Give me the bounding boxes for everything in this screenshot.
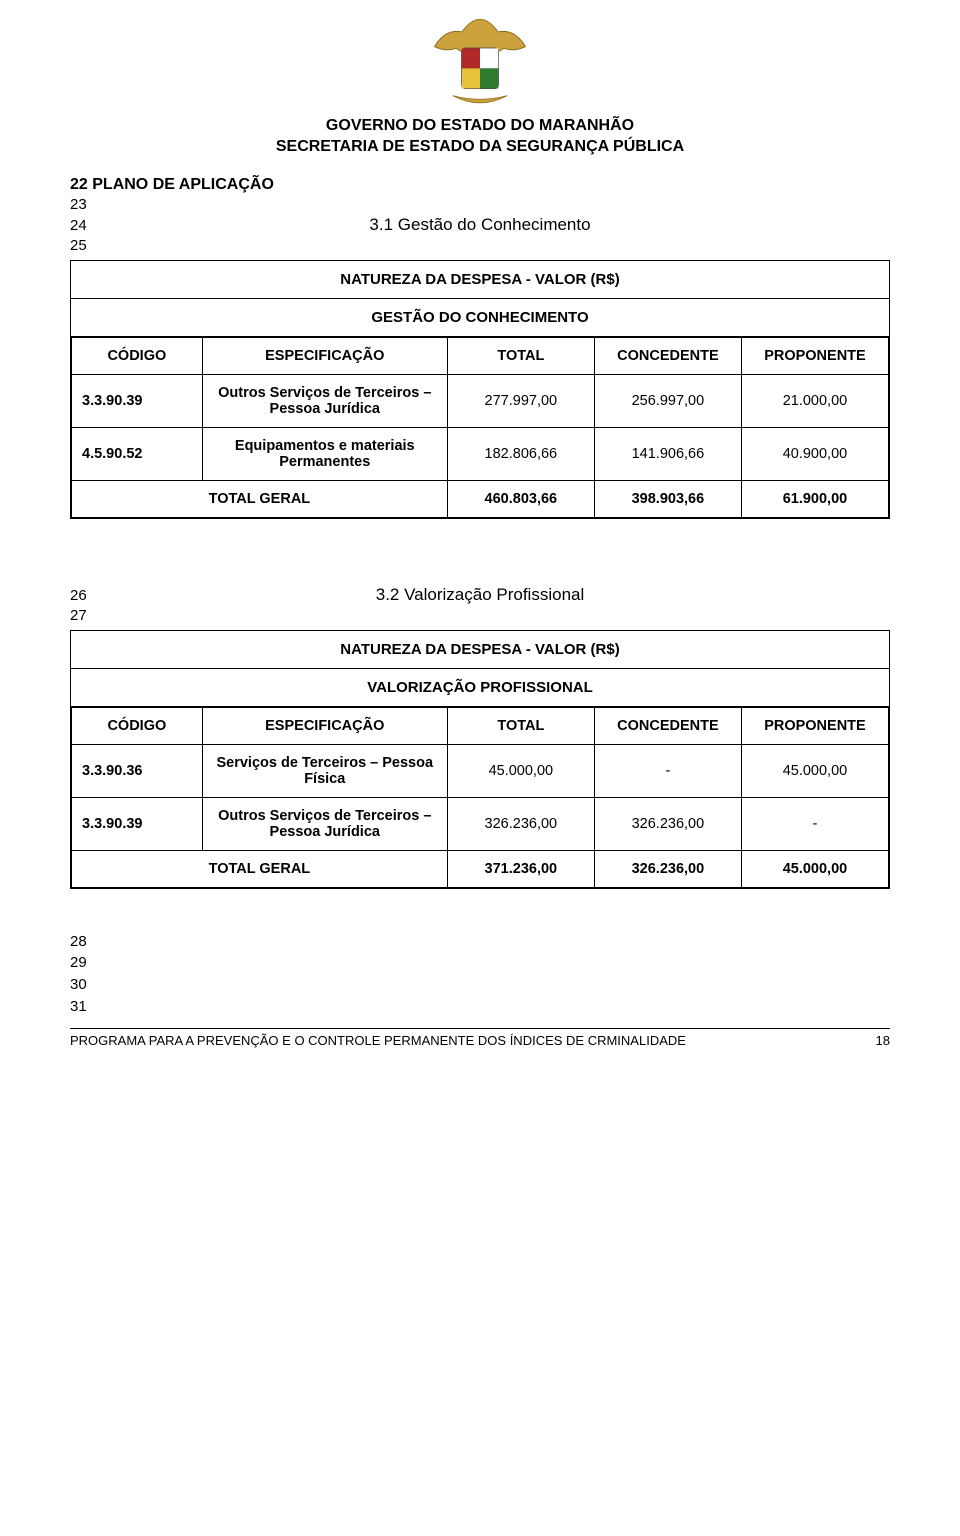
cell-codigo: 3.3.90.36	[72, 744, 203, 797]
table2-subtitle: VALORIZAÇÃO PROFISSIONAL	[71, 669, 889, 707]
table1-title: NATUREZA DA DESPESA - VALOR (R$)	[71, 261, 889, 299]
ln-25: 25	[70, 237, 104, 254]
cell-total: 182.806,66	[447, 427, 594, 480]
cell-conc: 326.236,00	[594, 797, 741, 850]
total-total: 460.803,66	[447, 480, 594, 517]
ln-30: 30	[70, 974, 890, 996]
spacer	[70, 545, 890, 583]
page-number: 18	[876, 1033, 890, 1048]
col-proponente: PROPONENTE	[741, 707, 888, 744]
col-codigo: CÓDIGO	[72, 707, 203, 744]
col-concedente: CONCEDENTE	[594, 337, 741, 374]
total-conc: 398.903,66	[594, 480, 741, 517]
ln-26: 26	[70, 587, 104, 604]
cell-conc: 141.906,66	[594, 427, 741, 480]
cell-prop: -	[741, 797, 888, 850]
cell-espec: Outros Serviços de Terceiros – Pessoa Ju…	[202, 374, 447, 427]
cell-total: 277.997,00	[447, 374, 594, 427]
col-especificacao: ESPECIFICAÇÃO	[202, 337, 447, 374]
cell-codigo: 3.3.90.39	[72, 797, 203, 850]
footer-rule	[70, 1028, 890, 1029]
table2-total-row: TOTAL GERAL 371.236,00 326.236,00 45.000…	[72, 850, 889, 887]
table1-header-row: CÓDIGO ESPECIFICAÇÃO TOTAL CONCEDENTE PR…	[72, 337, 889, 374]
table2-header-row: CÓDIGO ESPECIFICAÇÃO TOTAL CONCEDENTE PR…	[72, 707, 889, 744]
plan-num: 22	[70, 176, 88, 193]
table-row: 3.3.90.36 Serviços de Terceiros – Pessoa…	[72, 744, 889, 797]
header-line-2: SECRETARIA DE ESTADO DA SEGURANÇA PÚBLIC…	[70, 137, 890, 158]
plan-heading: 22 PLANO DE APLICAÇÃO	[70, 176, 890, 194]
line-27: 27	[70, 607, 890, 624]
cell-codigo: 4.5.90.52	[72, 427, 203, 480]
header-line-1: GOVERNO DO ESTADO DO MARANHÃO	[70, 116, 890, 137]
cell-total: 326.236,00	[447, 797, 594, 850]
cell-prop: 45.000,00	[741, 744, 888, 797]
line-23: 23	[70, 196, 890, 213]
heading-26-text: 3.2 Valorização Profissional	[104, 585, 890, 605]
page-footer: PROGRAMA PARA A PREVENÇÃO E O CONTROLE P…	[70, 1033, 890, 1048]
line-25: 25	[70, 237, 890, 254]
col-especificacao: ESPECIFICAÇÃO	[202, 707, 447, 744]
footer-text: PROGRAMA PARA A PREVENÇÃO E O CONTROLE P…	[70, 1033, 686, 1048]
cell-prop: 21.000,00	[741, 374, 888, 427]
table-row: 4.5.90.52 Equipamentos e materiais Perma…	[72, 427, 889, 480]
plan-label: PLANO DE APLICAÇÃO	[92, 176, 274, 193]
total-total: 371.236,00	[447, 850, 594, 887]
col-concedente: CONCEDENTE	[594, 707, 741, 744]
table2-title: NATUREZA DA DESPESA - VALOR (R$)	[71, 631, 889, 669]
heading-24: 24 3.1 Gestão do Conhecimento	[70, 215, 890, 235]
total-prop: 45.000,00	[741, 850, 888, 887]
ln-27: 27	[70, 607, 104, 624]
total-label: TOTAL GERAL	[72, 850, 448, 887]
table-row: 3.3.90.39 Outros Serviços de Terceiros –…	[72, 797, 889, 850]
table-gestao-conhecimento: NATUREZA DA DESPESA - VALOR (R$) GESTÃO …	[70, 260, 890, 519]
ln-29: 29	[70, 952, 890, 974]
total-prop: 61.900,00	[741, 480, 888, 517]
table-valorizacao-profissional: NATUREZA DA DESPESA - VALOR (R$) VALORIZ…	[70, 630, 890, 889]
table-row: 3.3.90.39 Outros Serviços de Terceiros –…	[72, 374, 889, 427]
total-conc: 326.236,00	[594, 850, 741, 887]
cell-conc: 256.997,00	[594, 374, 741, 427]
cell-espec: Equipamentos e materiais Permanentes	[202, 427, 447, 480]
col-codigo: CÓDIGO	[72, 337, 203, 374]
col-proponente: PROPONENTE	[741, 337, 888, 374]
ln-23: 23	[70, 196, 104, 213]
gov-header: GOVERNO DO ESTADO DO MARANHÃO SECRETARIA…	[70, 116, 890, 158]
cell-codigo: 3.3.90.39	[72, 374, 203, 427]
heading-24-text: 3.1 Gestão do Conhecimento	[104, 215, 890, 235]
ln-31: 31	[70, 996, 890, 1018]
cell-prop: 40.900,00	[741, 427, 888, 480]
cell-conc: -	[594, 744, 741, 797]
state-crest	[70, 12, 890, 112]
cell-espec: Serviços de Terceiros – Pessoa Física	[202, 744, 447, 797]
table1: CÓDIGO ESPECIFICAÇÃO TOTAL CONCEDENTE PR…	[71, 337, 889, 518]
table1-subtitle: GESTÃO DO CONHECIMENTO	[71, 299, 889, 337]
cell-total: 45.000,00	[447, 744, 594, 797]
ln-24: 24	[70, 217, 104, 234]
ln-28: 28	[70, 931, 890, 953]
table2: CÓDIGO ESPECIFICAÇÃO TOTAL CONCEDENTE PR…	[71, 707, 889, 888]
cell-espec: Outros Serviços de Terceiros – Pessoa Ju…	[202, 797, 447, 850]
col-total: TOTAL	[447, 707, 594, 744]
col-total: TOTAL	[447, 337, 594, 374]
table1-total-row: TOTAL GERAL 460.803,66 398.903,66 61.900…	[72, 480, 889, 517]
crest-svg	[425, 12, 535, 112]
heading-26: 26 3.2 Valorização Profissional	[70, 585, 890, 605]
footer-line-numbers: 28 29 30 31	[70, 931, 890, 1018]
total-label: TOTAL GERAL	[72, 480, 448, 517]
